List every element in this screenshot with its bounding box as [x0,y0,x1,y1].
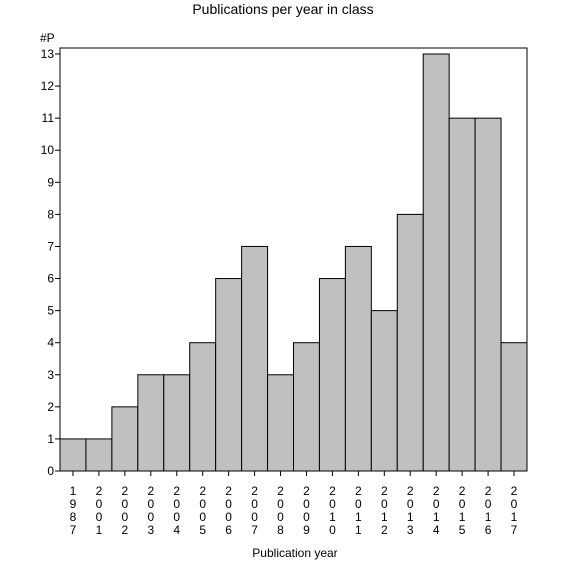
y-tick-label: 5 [47,304,54,318]
bar-1987 [59,438,87,472]
bar-2012 [370,310,398,472]
bar-2008 [267,374,294,472]
bar-2003 [137,374,165,472]
x-axis-label: Publication year [252,546,337,560]
y-tick-label: 4 [47,336,54,350]
chart-title: Publications per year in class [192,1,373,17]
bar-2010 [318,278,346,472]
y-axis-label: #P [40,31,55,45]
bar-2014 [422,53,450,472]
y-tick-label: 10 [41,143,55,157]
y-tick-label: 9 [47,175,54,189]
bar-2007 [241,245,269,472]
y-tick-label: 0 [47,464,54,478]
bar-2017 [500,342,528,472]
y-tick-label: 1 [47,432,54,446]
bar-2009 [293,342,320,472]
bar-2013 [396,213,424,472]
x-axis-ticks: 1 9 8 7 2 0 0 1 2 0 0 2 2 0 0 3 2 0 0 4 2 0 0 5 2 0 0 6 2 0 0 7 2 0 0 8 2 0 0 9… [70,471,518,537]
bar-2004 [163,374,191,472]
bar-2006 [215,278,243,472]
bars [59,53,528,472]
y-tick-label: 7 [47,239,54,253]
y-tick-label: 2 [47,400,54,414]
bar-2002 [111,406,139,472]
bar-2015 [448,117,476,472]
y-tick-label: 11 [42,111,55,125]
y-tick-label: 6 [47,272,54,286]
bar-2001 [85,438,113,472]
y-tick-label: 8 [47,207,54,221]
bar-2011 [344,245,372,472]
y-tick-label: 12 [41,79,55,93]
y-tick-label: 3 [47,368,54,382]
y-tick-label: 13 [41,47,55,61]
plot-frame [59,47,528,472]
bar-2016 [474,117,502,472]
bar-2005 [189,342,217,472]
